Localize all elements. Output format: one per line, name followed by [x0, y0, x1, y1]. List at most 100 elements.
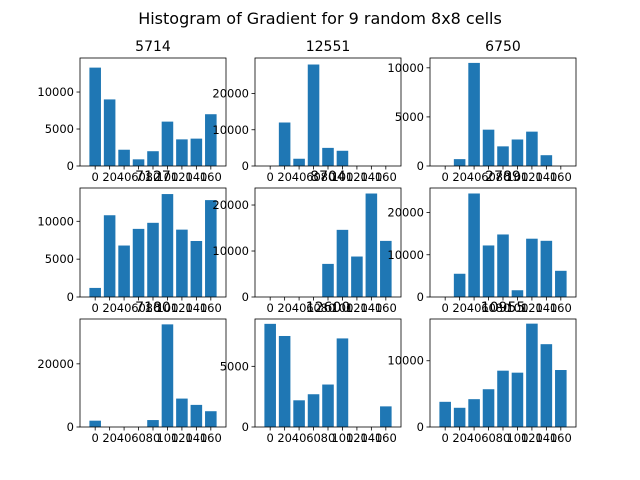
- y-tick-label: 0: [417, 159, 424, 173]
- x-tick-label: 40: [292, 170, 307, 184]
- bar-40: [468, 62, 480, 166]
- bar-80: [322, 147, 334, 166]
- x-tick-label: 40: [467, 301, 482, 315]
- x-tick-label: 140: [360, 431, 382, 445]
- bar-100: [161, 194, 174, 297]
- x-tick-label: 140: [360, 170, 382, 184]
- bar-100: [336, 150, 349, 166]
- x-tick-label: 100: [156, 170, 178, 184]
- x-tick-label: 20: [452, 170, 467, 184]
- bar-100: [336, 338, 349, 427]
- bar-100: [511, 372, 524, 427]
- bar-0: [89, 420, 101, 427]
- bar-140: [540, 240, 553, 297]
- bar-40: [468, 193, 480, 297]
- bar-120: [526, 131, 538, 166]
- x-tick-label: 0: [92, 170, 99, 184]
- x-tick-label: 140: [185, 170, 207, 184]
- bar-160: [555, 370, 567, 427]
- bar-0: [439, 401, 451, 427]
- subplot-title: 7127: [135, 169, 171, 185]
- x-tick-label: 80: [321, 170, 336, 184]
- x-tick-label: 20: [102, 431, 117, 445]
- y-tick-label: 10000: [37, 85, 74, 99]
- bar-120: [351, 256, 363, 297]
- x-tick-label: 20: [277, 170, 292, 184]
- x-tick-label: 0: [442, 301, 449, 315]
- subplot-title: 7180: [135, 300, 171, 316]
- bar-120: [176, 229, 188, 297]
- bar-140: [190, 404, 203, 427]
- bar-100: [511, 290, 524, 297]
- x-tick-label: 160: [550, 170, 572, 184]
- x-tick-label: 120: [171, 431, 193, 445]
- bar-80: [322, 384, 334, 427]
- bar-20: [278, 335, 291, 427]
- x-tick-label: 100: [156, 431, 178, 445]
- y-tick-label: 5000: [220, 359, 249, 373]
- y-tick-label: 5000: [45, 252, 74, 266]
- subplot-title: 10955: [481, 300, 526, 316]
- x-tick-label: 60: [131, 431, 146, 445]
- bar-40: [118, 245, 130, 297]
- x-tick-label: 40: [117, 301, 132, 315]
- x-tick-label: 60: [131, 170, 146, 184]
- x-tick-label: 120: [171, 170, 193, 184]
- bar-80: [497, 370, 509, 427]
- x-tick-label: 60: [481, 301, 496, 315]
- x-tick-label: 80: [146, 431, 161, 445]
- bar-20: [278, 122, 291, 166]
- bar-0: [89, 67, 101, 166]
- bar-20: [453, 273, 466, 297]
- x-tick-label: 0: [442, 431, 449, 445]
- x-tick-label: 60: [481, 170, 496, 184]
- x-tick-label: 60: [131, 301, 146, 315]
- x-tick-label: 20: [102, 170, 117, 184]
- x-tick-label: 0: [92, 301, 99, 315]
- bar-160: [205, 114, 217, 166]
- bar-60: [482, 389, 495, 427]
- x-tick-label: 160: [550, 301, 572, 315]
- subplot-title: 12551: [306, 39, 351, 55]
- bar-160: [380, 240, 392, 297]
- bar-60: [482, 245, 495, 297]
- subplot-title: 8704: [310, 169, 346, 185]
- bar-100: [511, 139, 524, 166]
- x-tick-label: 40: [467, 170, 482, 184]
- x-tick-label: 160: [375, 301, 397, 315]
- bar-0: [264, 323, 276, 427]
- x-tick-label: 140: [185, 301, 207, 315]
- bar-160: [205, 411, 217, 427]
- y-tick-label: 0: [242, 420, 249, 434]
- x-tick-label: 60: [306, 301, 321, 315]
- x-tick-label: 60: [481, 431, 496, 445]
- x-tick-label: 80: [496, 301, 511, 315]
- x-tick-label: 140: [185, 431, 207, 445]
- x-tick-label: 0: [267, 301, 274, 315]
- x-tick-label: 0: [267, 431, 274, 445]
- bar-120: [526, 323, 538, 427]
- bar-60: [307, 64, 320, 166]
- x-tick-label: 160: [200, 431, 222, 445]
- x-tick-label: 140: [360, 301, 382, 315]
- x-tick-label: 80: [496, 431, 511, 445]
- bar-0: [89, 287, 101, 297]
- bar-20: [103, 215, 116, 297]
- figure-suptitle: Histogram of Gradient for 9 random 8x8 c…: [138, 9, 502, 28]
- x-tick-label: 120: [521, 301, 543, 315]
- bar-20: [453, 407, 466, 427]
- x-tick-label: 100: [506, 170, 528, 184]
- x-tick-label: 140: [535, 431, 557, 445]
- x-tick-label: 20: [452, 301, 467, 315]
- y-tick-label: 10000: [212, 123, 249, 137]
- x-tick-label: 160: [550, 431, 572, 445]
- bar-60: [482, 129, 495, 166]
